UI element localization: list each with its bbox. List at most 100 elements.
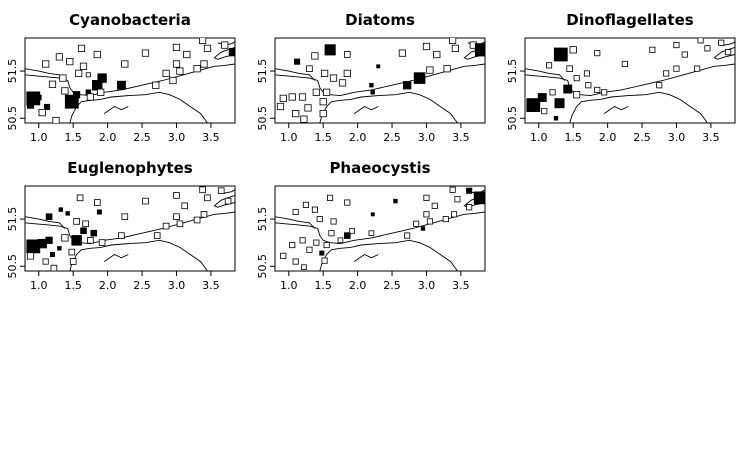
x-tick-label: 1.0 bbox=[280, 131, 298, 144]
data-point bbox=[64, 94, 79, 109]
data-point bbox=[59, 74, 67, 82]
data-point bbox=[80, 227, 87, 235]
data-point bbox=[466, 187, 473, 194]
data-point bbox=[118, 232, 125, 239]
data-point bbox=[313, 239, 320, 246]
y-tick-label: 51.5 bbox=[6, 207, 19, 232]
data-point bbox=[319, 98, 327, 106]
data-point bbox=[450, 211, 458, 218]
data-point bbox=[402, 81, 412, 90]
data-point bbox=[594, 86, 601, 94]
data-point bbox=[162, 69, 170, 77]
x-tick-label: 3.0 bbox=[418, 131, 436, 144]
data-point bbox=[329, 74, 338, 82]
data-point bbox=[300, 115, 308, 123]
data-point bbox=[289, 241, 296, 249]
x-tick-label: 3.5 bbox=[452, 279, 470, 292]
data-point bbox=[76, 194, 84, 202]
data-point bbox=[200, 210, 208, 218]
y-tick-label: 50.5 bbox=[6, 106, 19, 130]
data-point bbox=[173, 213, 180, 221]
data-point bbox=[217, 187, 225, 195]
data-point bbox=[541, 108, 548, 115]
data-point bbox=[153, 232, 161, 239]
x-tick-label: 2.0 bbox=[349, 131, 367, 144]
coastline bbox=[353, 253, 379, 262]
coastline bbox=[713, 46, 735, 60]
data-point bbox=[338, 79, 347, 87]
data-point bbox=[193, 216, 201, 224]
x-tick-label: 2.0 bbox=[349, 279, 367, 292]
plot-frame bbox=[524, 37, 736, 124]
data-point bbox=[448, 38, 457, 45]
data-point bbox=[86, 93, 94, 101]
data-point bbox=[204, 194, 211, 202]
plot-frame bbox=[274, 185, 486, 272]
data-point bbox=[224, 197, 232, 205]
data-point bbox=[426, 218, 433, 225]
plot-area bbox=[525, 38, 735, 123]
coastline bbox=[25, 216, 66, 229]
x-tick-label: 3.0 bbox=[168, 279, 186, 292]
x-tick-label: 1.5 bbox=[64, 279, 82, 292]
coastline bbox=[525, 63, 735, 97]
data-point bbox=[451, 44, 460, 53]
data-point bbox=[449, 186, 456, 193]
data-point bbox=[94, 199, 101, 206]
data-point bbox=[152, 81, 160, 89]
data-point bbox=[45, 236, 53, 244]
data-point bbox=[26, 252, 35, 260]
x-tick-label: 2.5 bbox=[133, 279, 151, 292]
data-point bbox=[343, 232, 351, 239]
data-point bbox=[697, 38, 704, 44]
y-tick-label: 50.5 bbox=[506, 106, 519, 130]
data-point bbox=[320, 69, 329, 77]
data-point bbox=[393, 198, 398, 204]
data-point bbox=[26, 101, 35, 109]
x-tick-label: 1.0 bbox=[280, 279, 298, 292]
data-point bbox=[279, 94, 287, 102]
data-point bbox=[324, 44, 336, 56]
data-point bbox=[573, 91, 581, 99]
coastline bbox=[525, 68, 566, 81]
plot-frame bbox=[24, 37, 236, 124]
x-tick-label: 3.5 bbox=[702, 131, 720, 144]
coastline bbox=[25, 63, 235, 97]
x-tick-label: 1.0 bbox=[30, 131, 48, 144]
data-point bbox=[431, 202, 438, 209]
panel-title: Euglenophytes bbox=[67, 159, 192, 177]
x-tick-label: 1.5 bbox=[64, 131, 82, 144]
data-point bbox=[376, 64, 381, 69]
data-point bbox=[66, 58, 74, 66]
coastline bbox=[569, 91, 708, 123]
data-point bbox=[121, 60, 129, 68]
coastline bbox=[275, 68, 316, 81]
data-point bbox=[221, 41, 229, 49]
plot-frame bbox=[274, 37, 486, 124]
data-point bbox=[322, 88, 331, 96]
data-point bbox=[330, 218, 337, 225]
data-point bbox=[288, 93, 296, 101]
data-point bbox=[433, 50, 441, 59]
data-point bbox=[36, 94, 42, 101]
coastline bbox=[103, 253, 129, 262]
data-point bbox=[304, 104, 312, 112]
data-point bbox=[71, 235, 82, 246]
data-point bbox=[553, 116, 559, 121]
data-point bbox=[292, 208, 299, 216]
data-point bbox=[673, 65, 680, 72]
coastline bbox=[319, 239, 458, 271]
data-point bbox=[344, 199, 351, 206]
data-point bbox=[413, 220, 420, 227]
data-point bbox=[426, 66, 434, 74]
data-point bbox=[42, 258, 49, 265]
data-point bbox=[337, 237, 344, 244]
data-point bbox=[302, 201, 309, 208]
data-point bbox=[370, 90, 375, 95]
data-point bbox=[97, 73, 107, 83]
data-point bbox=[73, 218, 80, 225]
data-point bbox=[312, 88, 320, 96]
x-tick-label: 1.0 bbox=[530, 131, 548, 144]
panel-title: Phaeocystis bbox=[329, 159, 430, 177]
data-point bbox=[718, 39, 725, 46]
